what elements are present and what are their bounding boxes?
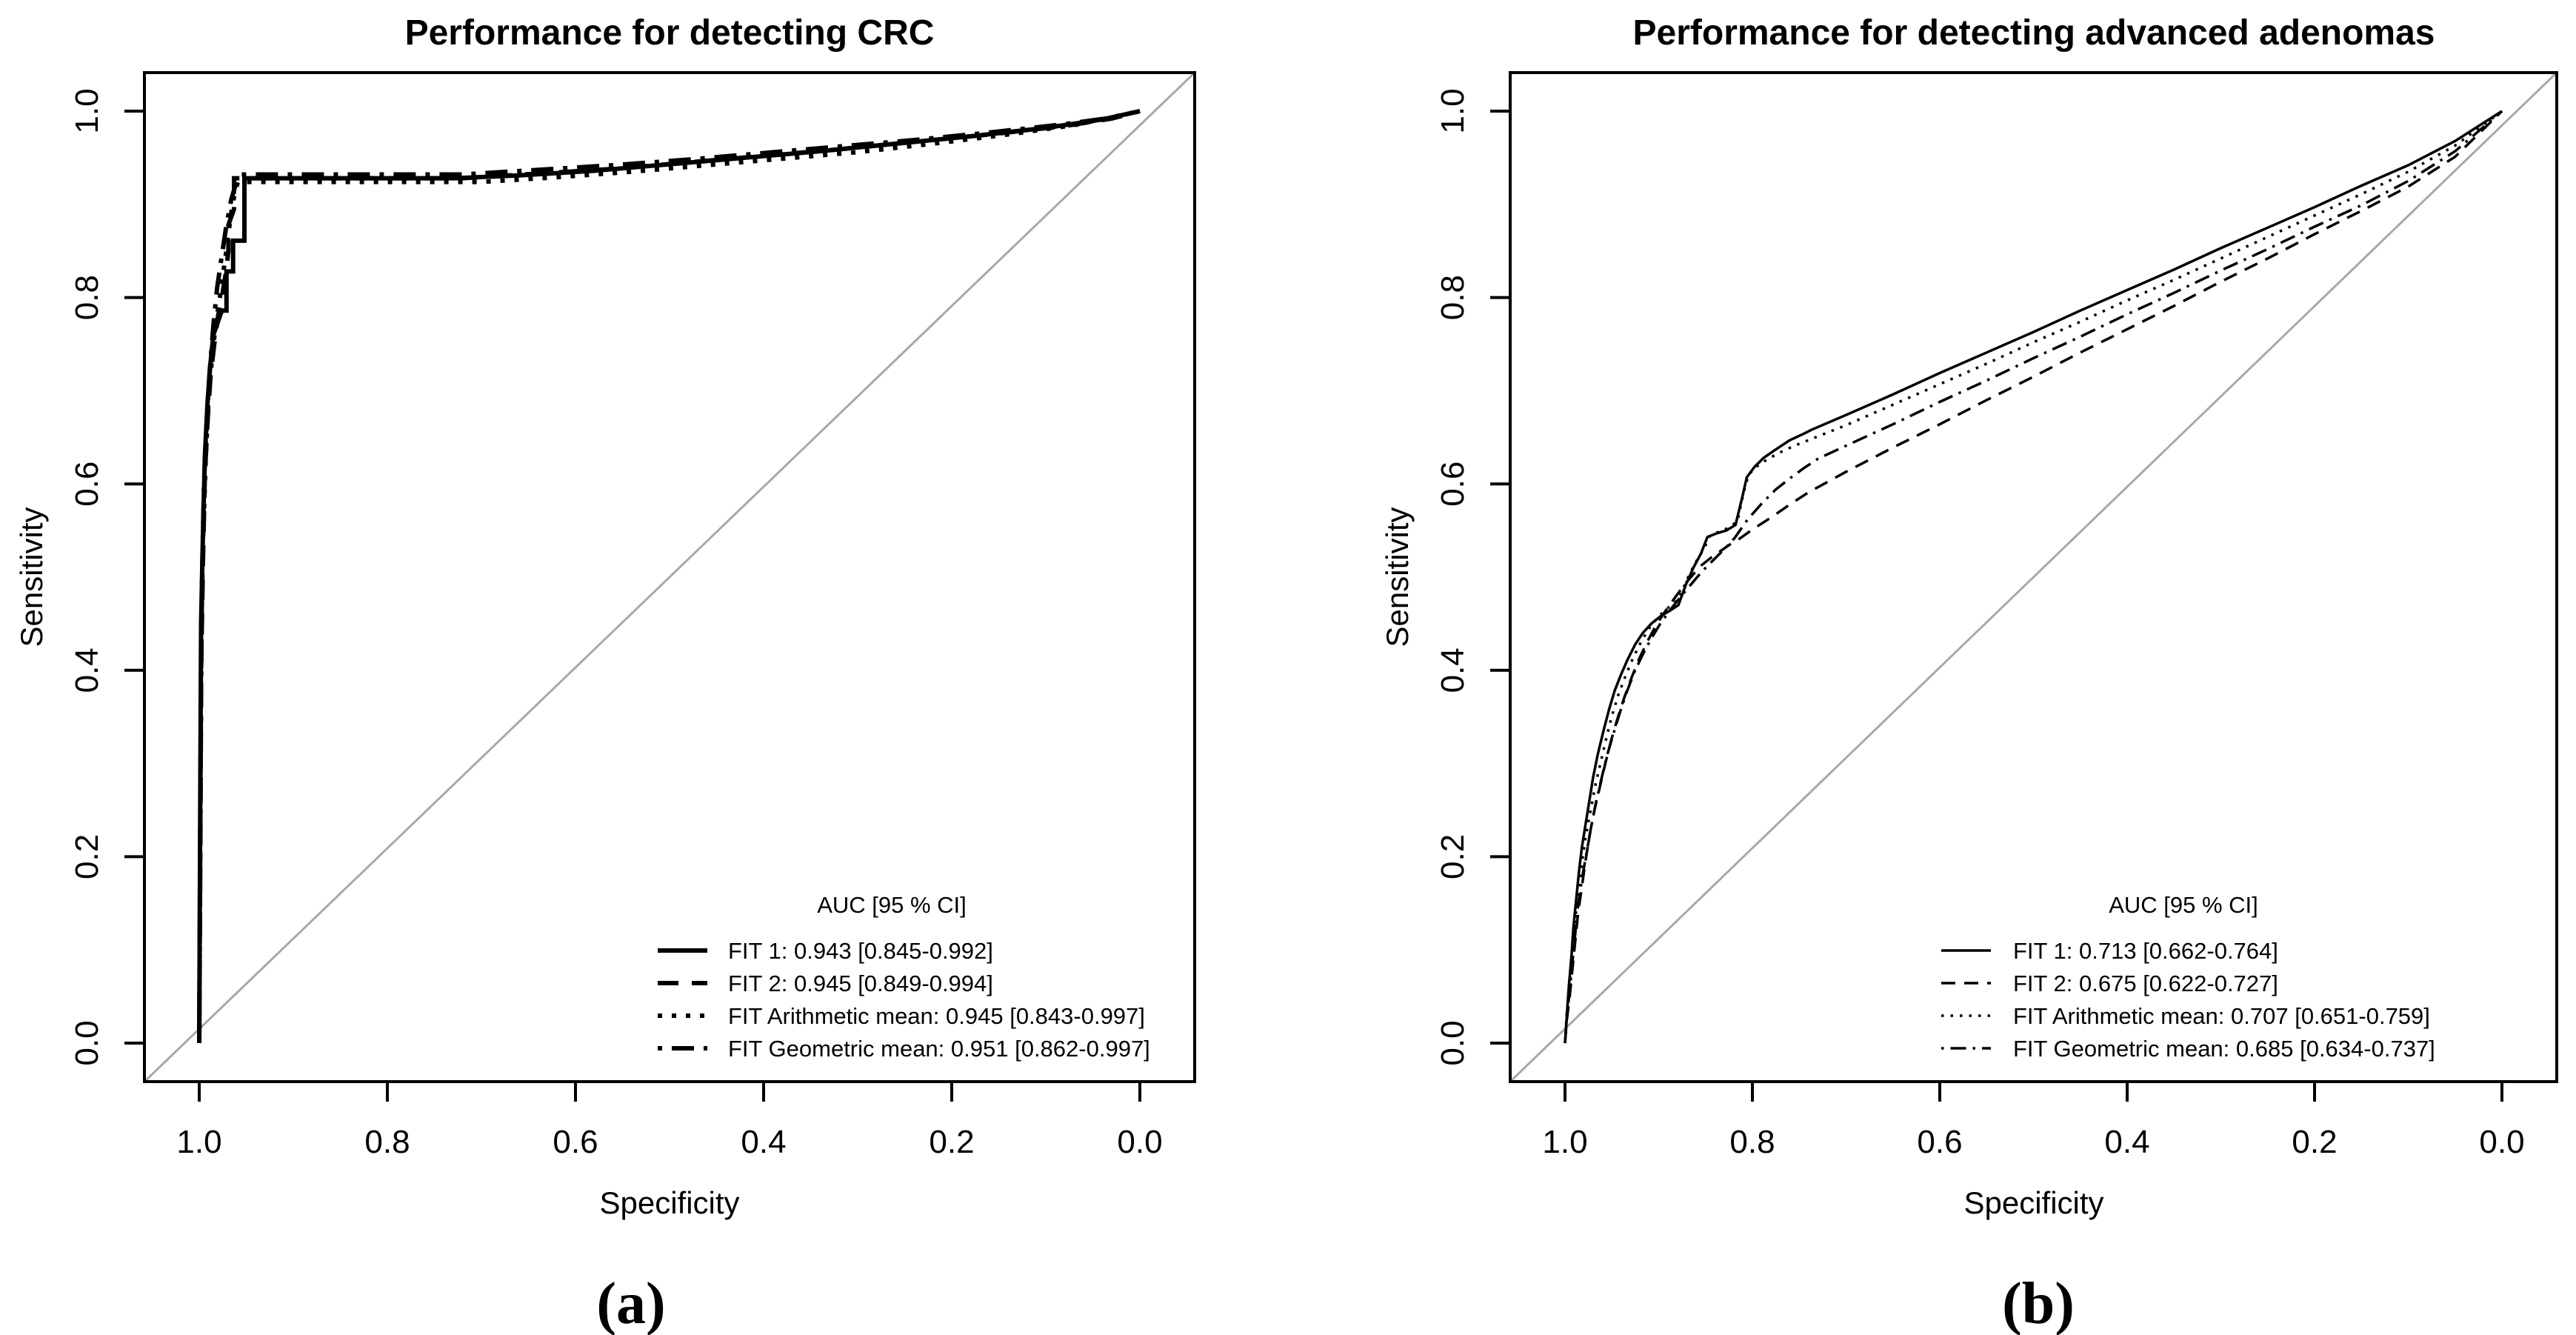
x-axis-label: Specificity	[1963, 1185, 2103, 1220]
y-tick-label: 0.8	[69, 275, 105, 320]
legend-item-label: FIT 2: 0.945 [0.849-0.994]	[728, 971, 993, 996]
x-tick-label: 0.8	[364, 1124, 410, 1160]
x-tick-label: 0.4	[2104, 1124, 2149, 1160]
x-tick-label: 1.0	[1542, 1124, 1587, 1160]
legend-item-label: FIT Geometric mean: 0.951 [0.862-0.997]	[728, 1036, 1150, 1062]
y-tick-label: 0.6	[69, 462, 105, 507]
y-tick-label: 0.6	[1435, 462, 1471, 507]
y-tick-label: 1.0	[1435, 88, 1471, 133]
x-tick-label: 0.8	[1729, 1124, 1775, 1160]
y-tick-label: 1.0	[69, 88, 105, 133]
panel-caption: (a)	[596, 1271, 665, 1335]
x-tick-label: 0.2	[929, 1124, 974, 1160]
x-tick-label: 0.4	[741, 1124, 786, 1160]
chart-title: Performance for detecting advanced adeno…	[1633, 13, 2435, 53]
y-tick-label: 0.8	[1435, 275, 1471, 320]
x-tick-label: 0.6	[1917, 1124, 1962, 1160]
x-tick-label: 0.2	[2292, 1124, 2337, 1160]
legend-item-label: FIT 1: 0.713 [0.662-0.764]	[2013, 938, 2278, 964]
chance-diagonal-line	[143, 71, 1196, 1083]
y-tick-label: 0.2	[1435, 834, 1471, 879]
y-tick-label: 0.2	[69, 834, 105, 879]
x-tick-label: 0.0	[2479, 1124, 2524, 1160]
x-tick-label: 0.0	[1117, 1124, 1162, 1160]
legend-item-label: FIT Geometric mean: 0.685 [0.634-0.737]	[2013, 1036, 2435, 1062]
roc-curve-fit-geometric-mean	[1564, 110, 2503, 1044]
chance-diagonal-line	[1509, 71, 2558, 1083]
x-tick-label: 1.0	[176, 1124, 221, 1160]
y-tick-label: 0.4	[1435, 647, 1471, 693]
y-tick-label: 0.4	[69, 647, 105, 693]
legend-item-label: FIT Arithmetic mean: 0.707 [0.651-0.759]	[2013, 1003, 2430, 1029]
x-tick-label: 0.6	[553, 1124, 598, 1160]
roc-curve-fit-geometric-mean	[197, 109, 1141, 1044]
roc-panel-crc: 1.0 0.8 0.6 0.4 0.2 0.0 0.0 0.2 0.4 0.6 0.8 1.0 Perf…	[14, 13, 1196, 1335]
roc-curve-fit-1	[1564, 110, 2503, 1044]
roc-curve-fit-2	[1564, 110, 2503, 1044]
y-tick-label: 0.0	[69, 1020, 105, 1065]
plot-border	[1509, 71, 2558, 1083]
plot-border	[143, 71, 1196, 1083]
legend-item-label: FIT 1: 0.943 [0.845-0.992]	[728, 938, 993, 964]
panel-caption: (b)	[2002, 1271, 2075, 1335]
legend-header: AUC [95 % CI]	[817, 892, 967, 918]
legend-header: AUC [95 % CI]	[2109, 892, 2258, 918]
legend-item-label: FIT Arithmetic mean: 0.945 [0.843-0.997]	[728, 1003, 1145, 1029]
chart-title: Performance for detecting CRC	[405, 13, 935, 53]
y-axis-label: Sensitivity	[1380, 507, 1415, 647]
x-axis-label: Specificity	[599, 1185, 739, 1220]
y-axis-label: Sensitivity	[14, 507, 49, 647]
y-tick-label: 0.0	[1435, 1020, 1471, 1065]
legend-item-label: FIT 2: 0.675 [0.622-0.727]	[2013, 971, 2278, 996]
roc-panel-advanced-adenomas: 1.0 0.8 0.6 0.4 0.2 0.0 0.0 0.2 0.4 0.6 0.8 1.0 Perf…	[1380, 13, 2558, 1335]
